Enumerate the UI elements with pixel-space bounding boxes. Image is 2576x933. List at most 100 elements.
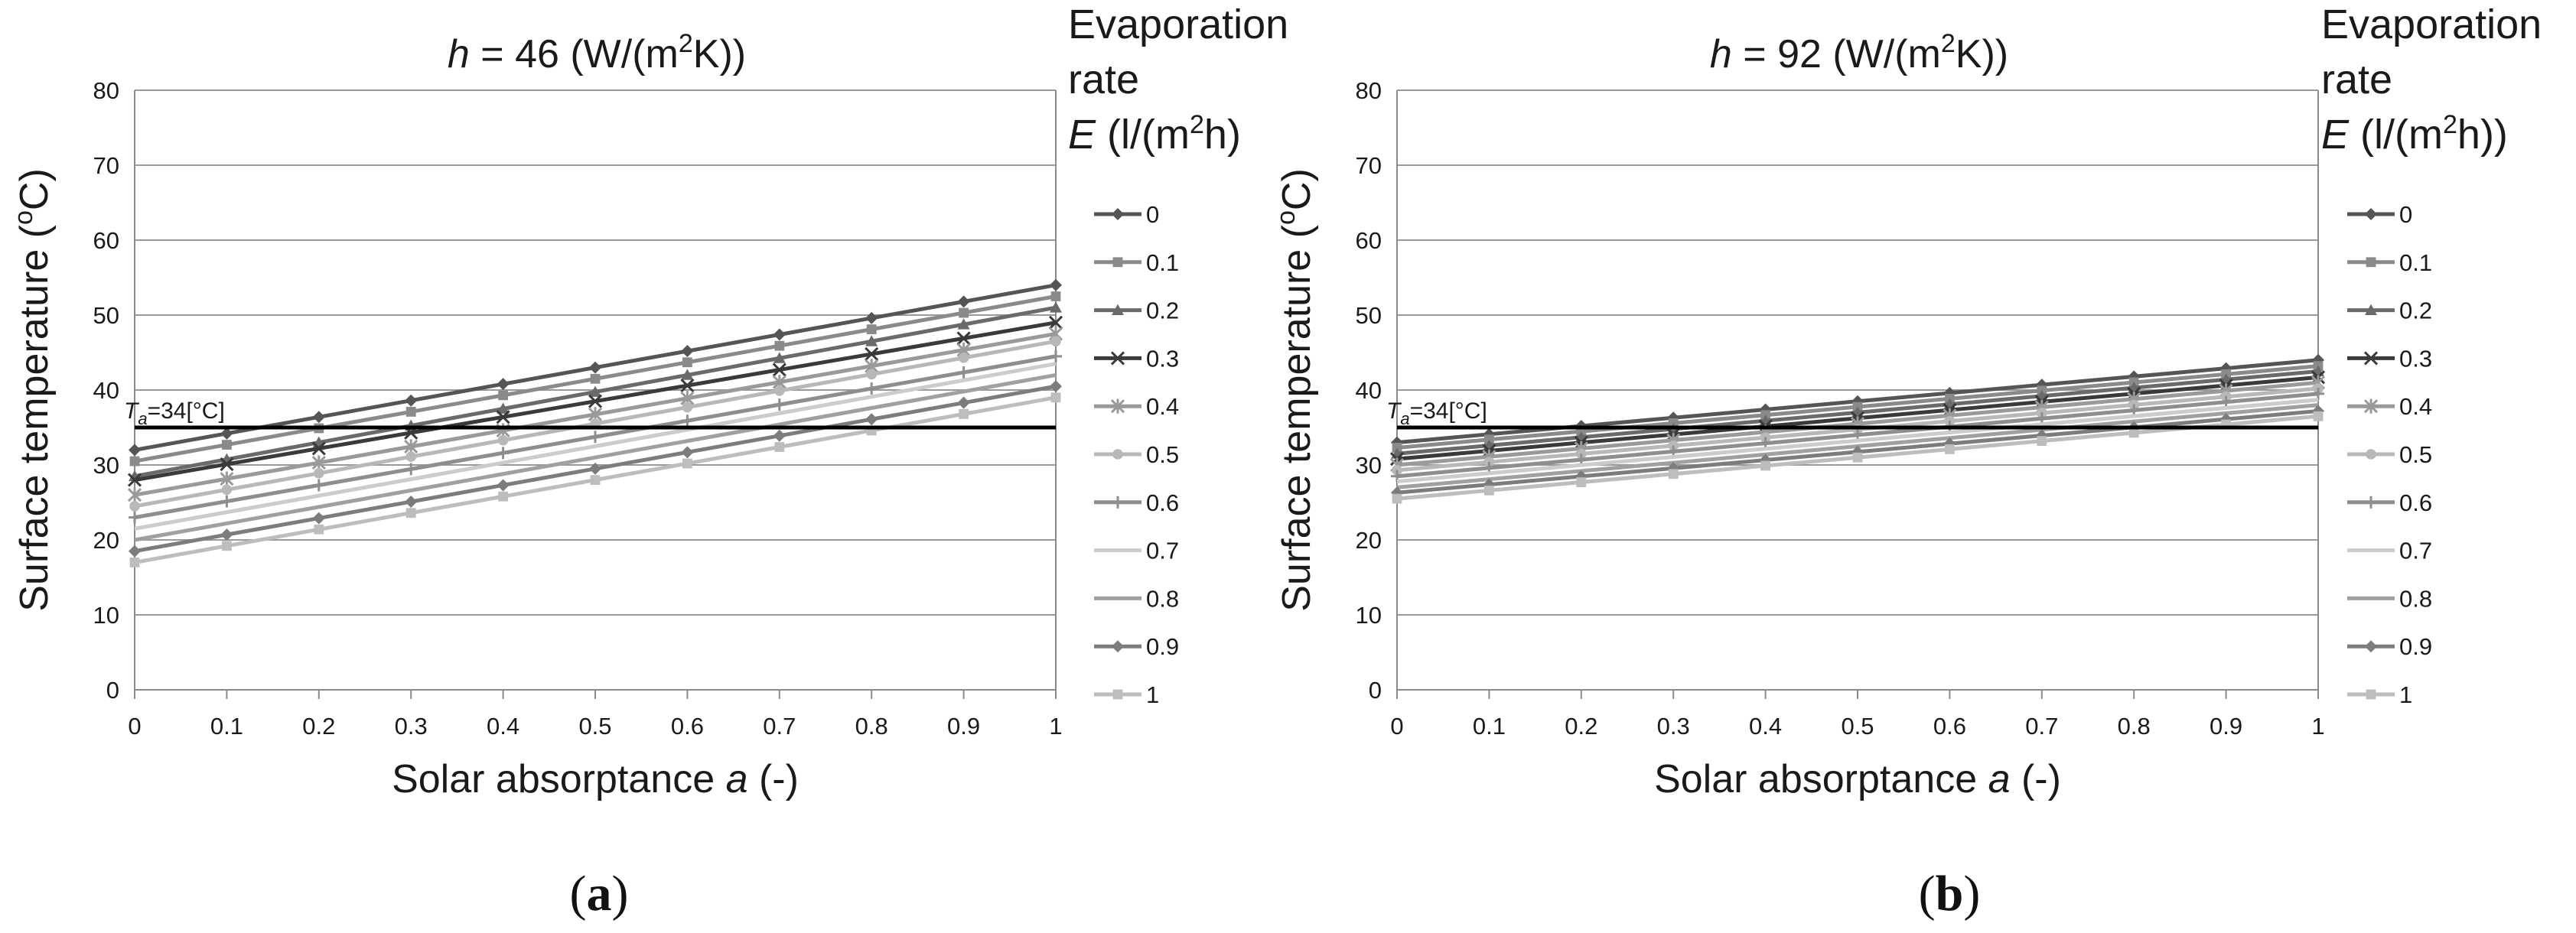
- x-tick-label: 0.9: [947, 713, 980, 740]
- legend-swatch-marker: [1112, 208, 1124, 220]
- legend-swatch-marker: [2365, 496, 2377, 509]
- data-point-1-8: [2128, 427, 2139, 438]
- series-line-0.7: [134, 362, 1057, 531]
- data-point-1-5: [1852, 452, 1863, 463]
- chart-title-sup: 2: [679, 29, 693, 58]
- data-point-0.5-9: [958, 353, 969, 363]
- data-point-0.5-6: [682, 401, 693, 413]
- x-tick-label: 0.3: [395, 713, 428, 740]
- legend-item-0.9: 0.9: [1094, 633, 1179, 660]
- legend-swatch-marker: [1112, 496, 1124, 509]
- legend-label: 0.2: [2399, 297, 2432, 324]
- legend-item-1: 1: [1094, 681, 1159, 708]
- data-point-0.3-0-b: [127, 473, 142, 487]
- legend-swatch-marker: [2365, 208, 2377, 220]
- y-tick-label: 60: [1356, 227, 1382, 254]
- legend-item-0.6: 0.6: [2347, 489, 2432, 516]
- legend-swatch-marker: [1110, 351, 1125, 366]
- x-axis-label: Solar absorptance a (-): [1654, 757, 2061, 801]
- data-point-0.3-2-b: [311, 441, 326, 456]
- data-point-0.6-0: [129, 511, 141, 524]
- legend-label: 0.2: [1146, 297, 1179, 324]
- data-point-0.1-6: [682, 357, 692, 368]
- panel-label-letter: b: [1936, 866, 1964, 922]
- data-point-0.1-5: [590, 373, 601, 384]
- data-point-0-5: [589, 361, 601, 374]
- y-tick-label: 10: [93, 602, 119, 629]
- data-point-1-9: [959, 408, 969, 419]
- data-point-0.6-7: [773, 398, 786, 411]
- data-point-0.1-10: [1050, 291, 1061, 301]
- legend-item-1: 1: [2347, 681, 2412, 708]
- data-point-0.1-7: [774, 340, 785, 351]
- data-point-0.2-10: [1050, 301, 1062, 313]
- series-line-0.7: [1396, 398, 2319, 484]
- data-point-1-0: [129, 558, 140, 567]
- legend-label: 0: [2399, 201, 2412, 228]
- y-tick-label: 50: [93, 302, 119, 329]
- data-point-0-3: [405, 394, 418, 407]
- legend-label: 0.7: [2399, 538, 2432, 564]
- data-point-0-0: [129, 444, 141, 457]
- data-point-0.3-10-b: [1048, 315, 1063, 330]
- legend-swatch-marker: [1112, 640, 1124, 653]
- y-tick-label: 40: [1356, 377, 1382, 404]
- y-tick-label: 30: [93, 452, 119, 479]
- data-point-0.5-10: [1050, 336, 1061, 347]
- x-tick-label: 0.4: [1749, 713, 1782, 740]
- data-point-0.9-2: [312, 512, 325, 525]
- data-point-0.5-3: [405, 451, 416, 463]
- data-point-0-10: [1050, 278, 1062, 291]
- data-point-0.5-2: [314, 467, 324, 479]
- data-point-1-6: [682, 458, 692, 469]
- data-point-0.6-9: [957, 366, 970, 379]
- legend-label: 0.8: [1146, 585, 1179, 612]
- x-axis-label: Solar absorptance a (-): [392, 757, 799, 801]
- y-tick-label: 60: [93, 227, 119, 254]
- data-point-0.3-0: [127, 473, 142, 487]
- legend-label: 0: [1146, 201, 1159, 228]
- y-axis-label: Surface temperature (oC): [9, 168, 57, 612]
- data-point-0.6-2: [312, 479, 325, 492]
- data-point-0.9-6: [681, 446, 694, 459]
- data-point-0.9-0: [129, 545, 141, 558]
- legend-swatch-marker: [1110, 398, 1125, 414]
- legend-swatch-marker: [2363, 398, 2379, 414]
- y-tick-label: 50: [1356, 302, 1382, 329]
- data-point-1-4: [1760, 460, 1770, 471]
- data-point-0.4-0: [127, 487, 142, 502]
- data-point-0.6-6: [681, 414, 694, 427]
- data-point-0.6-1: [220, 495, 233, 508]
- data-point-1-10: [2313, 411, 2324, 421]
- legend-swatch-marker: [1112, 257, 1123, 268]
- y-axis-label-pre: Surface temperature (: [12, 224, 57, 611]
- data-point-0.2-7: [773, 352, 786, 363]
- legend-item-0.8: 0.8: [1094, 585, 1179, 612]
- legend-item-0.6: 0.6: [1094, 489, 1179, 516]
- legend-item-0.9: 0.9: [2347, 633, 2432, 660]
- data-point-0-8: [865, 311, 878, 324]
- data-point-0.9-3: [405, 496, 418, 509]
- data-point-0-4: [497, 378, 510, 391]
- data-point-1-2: [314, 524, 324, 535]
- legend-item-0.3: 0.3: [2347, 345, 2432, 372]
- legend-label: 0.9: [2399, 633, 2432, 660]
- data-point-1-10: [1050, 392, 1061, 403]
- panel-label-close: ): [612, 866, 629, 922]
- data-point-0.4-2: [311, 455, 326, 470]
- legend-title-unit-sup: 2: [1190, 110, 1204, 139]
- legend-swatch-marker-b: [2363, 351, 2379, 366]
- x-axis-label-var: a: [726, 757, 748, 801]
- data-point-0.6-3: [405, 463, 418, 476]
- data-point-0.6-10: [2312, 387, 2324, 400]
- legend-item-0.2: 0.2: [1094, 297, 1179, 324]
- x-tick-label: 0.6: [1933, 713, 1966, 740]
- legend-label: 0.5: [1146, 441, 1179, 468]
- chart-title-end: K)): [1956, 32, 2008, 76]
- y-tick-label: 30: [1356, 452, 1382, 479]
- data-point-1-0: [1392, 493, 1402, 504]
- legend-item-0: 0: [2347, 201, 2412, 228]
- reference-line-label: Ta=34[°C]: [1386, 398, 1487, 428]
